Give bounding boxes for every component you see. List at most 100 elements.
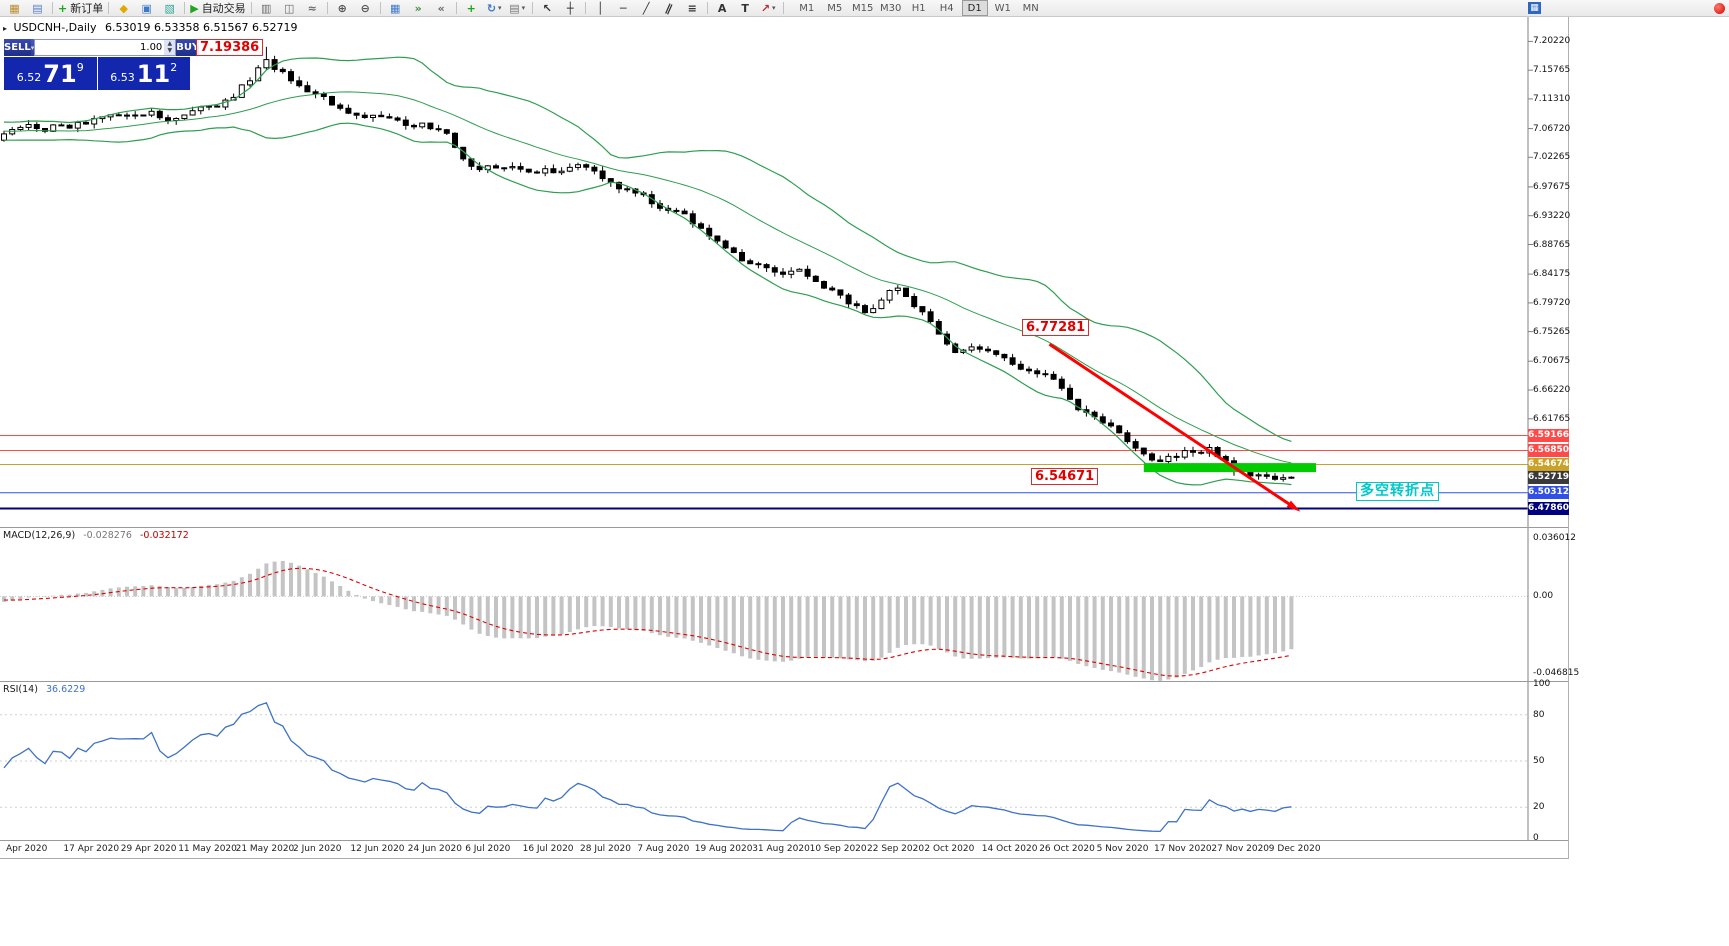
timeframe-MN[interactable]: MN: [1022, 2, 1039, 14]
trendline-icon[interactable]: ╱: [642, 1, 650, 15]
macd-pane-canvas[interactable]: [0, 528, 1568, 681]
price-axis-label: 6.93220: [1533, 210, 1571, 221]
date-label: 17 Nov 2020: [1154, 844, 1212, 854]
editor-icon[interactable]: ▧: [164, 1, 175, 15]
arrows-icon[interactable]: ↗ ▾: [760, 1, 776, 15]
status-indicator-icon[interactable]: [1714, 3, 1725, 14]
main-chart-canvas[interactable]: [0, 17, 1568, 527]
timeframe-D1[interactable]: D1: [961, 0, 988, 16]
label-icon[interactable]: T: [741, 1, 749, 15]
chart-expand-icon[interactable]: ▸: [3, 24, 8, 33]
high-price-annotation: 7.19386: [196, 39, 264, 56]
rsi-pane-splitter[interactable]: [0, 681, 1568, 682]
timeframe-toolbar: M1 M5 M15 M30 H1 H4 D1 W1 MN: [793, 0, 1045, 16]
timeframe-H4[interactable]: H4: [939, 2, 954, 14]
time-axis[interactable]: Apr 2020 17 Apr 2020 29 Apr 2020 11 May 202…: [0, 841, 1568, 858]
mini-chart-icon[interactable]: ▦: [1528, 2, 1541, 14]
date-label: 14 Oct 2020: [981, 844, 1038, 854]
price-axis-label: 7.02265: [1533, 152, 1571, 163]
candlestick-chart-icon[interactable]: ◫: [283, 1, 295, 15]
timeframe-M15[interactable]: M15: [852, 2, 874, 14]
price-tag: 6.47860: [1528, 502, 1569, 515]
autotrading-icon[interactable]: ▶ 自动交易: [190, 1, 246, 15]
buy-price-display[interactable]: 6.53 11 2: [97, 57, 190, 90]
volume-field: ▲ ▼: [34, 39, 177, 56]
toolbar-separator: [531, 2, 533, 14]
new-order-icon[interactable]: + 新订单: [58, 1, 104, 15]
macd-pane-splitter[interactable]: [0, 527, 1568, 528]
chart-shift-icon[interactable]: «: [437, 1, 445, 15]
fibonacci-icon[interactable]: ≡: [687, 1, 697, 15]
price-axis-label: 6.84175: [1533, 269, 1571, 280]
macd-axis-label: -0.046815: [1533, 667, 1580, 678]
refresh-icon[interactable]: ↻ ▾: [486, 1, 502, 15]
price-tag: 6.56850: [1528, 444, 1569, 457]
price-tag: 6.52719: [1528, 470, 1569, 484]
sell-price-display[interactable]: 6.52 71 9: [4, 57, 97, 90]
horizontal-line-icon[interactable]: ─: [619, 1, 627, 15]
zoom-out-icon[interactable]: ⊖: [360, 1, 370, 15]
channel-icon[interactable]: ∥: [664, 0, 675, 16]
line-chart-icon[interactable]: ≈: [307, 1, 317, 15]
toolbar-separator: [782, 2, 784, 14]
price-axis-label: 6.97675: [1533, 181, 1571, 192]
timeframe-M5[interactable]: M5: [827, 2, 843, 14]
toolbar-separator: [455, 2, 457, 14]
chart-window-icon[interactable]: ▦: [9, 1, 20, 15]
metaquotes-icon[interactable]: ◆: [119, 1, 128, 15]
volume-up-icon[interactable]: ▲: [167, 40, 173, 47]
ohlc-values: 6.53019 6.53358 6.51567 6.52719: [105, 21, 298, 34]
price-axis-label: 6.79720: [1533, 297, 1571, 308]
terminal-icon[interactable]: ▣: [141, 1, 152, 15]
date-label: 2 Jun 2020: [293, 844, 342, 854]
auto-scroll-icon[interactable]: »: [414, 1, 422, 15]
macd-axis-label: 0.036012: [1533, 532, 1576, 543]
turning-point-note: 多空转折点: [1356, 482, 1439, 501]
crosshair-icon[interactable]: ┼: [566, 1, 574, 15]
rsi-axis-label: 0: [1533, 833, 1539, 843]
price-axis-label: 7.06720: [1533, 123, 1571, 134]
date-label: 5 Nov 2020: [1096, 844, 1149, 854]
price-axis-label: 6.66220: [1533, 385, 1571, 395]
timeframe-M1[interactable]: M1: [799, 2, 815, 14]
rsi-axis-label: 20: [1533, 802, 1545, 813]
sell-button[interactable]: SELL: [4, 39, 31, 56]
volume-stepper: ▲ ▼: [164, 40, 176, 55]
date-label: 26 Oct 2020: [1039, 844, 1095, 854]
support-price-annotation: 6.54671: [1031, 468, 1099, 485]
tile-windows-icon[interactable]: ▦: [389, 1, 401, 15]
date-label: 12 Jun 2020: [350, 844, 405, 854]
vertical-line-icon[interactable]: │: [596, 1, 604, 15]
add-indicator-icon[interactable]: +: [466, 1, 476, 15]
toolbar-separator: [706, 2, 708, 14]
symbol-period-label: USDCNH-,Daily: [13, 21, 97, 34]
volume-down-icon[interactable]: ▼: [167, 47, 173, 54]
zoom-in-icon[interactable]: ⊕: [337, 1, 347, 15]
date-label: 22 Sep 2020: [867, 844, 925, 854]
rsi-pane-canvas[interactable]: [0, 682, 1568, 840]
price-tag: 6.54674: [1528, 458, 1569, 471]
text-icon[interactable]: A: [717, 1, 727, 15]
buy-button[interactable]: BUY: [176, 39, 200, 56]
bar-chart-icon[interactable]: ▥: [260, 1, 272, 15]
chart-ohlc-header: ▸ USDCNH-,Daily 6.53019 6.53358 6.51567 …: [3, 21, 297, 34]
toolbar: ▦ ▤ + 新订单 ◆ ▣ ▧ ▶ 自动交易 ▥ ◫ ≈ ⊕ ⊖ ▦ » « + ↻ ▾ ▤ ▾ ↖ ┼ │ ─ ╱ ∥ ≡ A T ↗ ▾ M1…: [0, 0, 1729, 17]
rsi-axis-label: 50: [1533, 756, 1545, 766]
toolbar-separator: [184, 2, 186, 14]
macd-label: MACD(12,26,9) -0.028276 -0.032172: [3, 530, 189, 541]
timeframe-H1[interactable]: H1: [911, 2, 926, 14]
date-label: 6 Jul 2020: [465, 844, 511, 854]
trade-options-dropdown[interactable]: ▾: [30, 39, 35, 56]
price-axis-label: 6.61765: [1533, 413, 1571, 424]
price-axis-label: 7.11310: [1533, 93, 1571, 104]
toolbar-separator: [379, 2, 381, 14]
date-label: 27 Nov 2020: [1211, 844, 1270, 854]
rsi-label: RSI(14) 36.6229: [3, 684, 86, 695]
timeframe-M30[interactable]: M30: [880, 2, 902, 14]
timeframe-W1[interactable]: W1: [994, 2, 1011, 14]
templates-icon[interactable]: ▤ ▾: [509, 1, 526, 15]
volume-input[interactable]: [35, 40, 165, 55]
cursor-icon[interactable]: ↖: [542, 1, 552, 15]
profiles-icon[interactable]: ▤: [32, 1, 43, 15]
